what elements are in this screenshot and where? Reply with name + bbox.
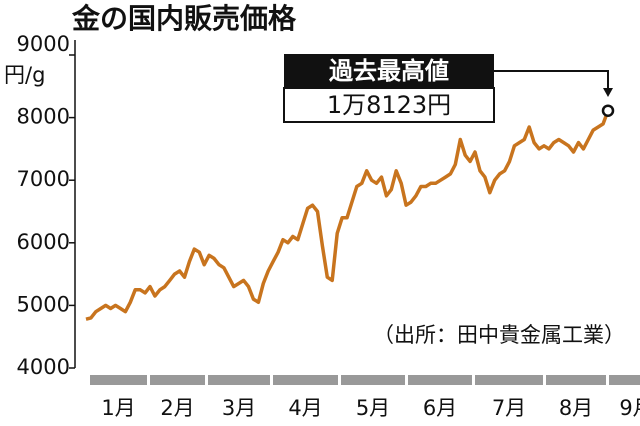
x-tick-label: 8月 [559,396,593,420]
y-tick-label: 6000 [17,230,70,254]
month-band [609,375,640,385]
month-band [150,375,205,385]
month-band [546,375,606,385]
y-tick-label: 5000 [17,292,70,316]
annotation-arrow [494,70,609,94]
source-note: （出所：田中貴金属工業） [373,323,625,347]
x-tick-label: 2月 [160,396,194,420]
x-tick-label: 9月 [619,396,640,420]
chart-title: 金の国内販売価格 [71,2,297,35]
y-tick-label: 9000 [17,32,70,56]
y-tick-label: 7000 [17,167,70,191]
price-line [85,110,610,321]
x-tick-label: 7月 [492,396,526,420]
month-band [273,375,338,385]
annotation-box [283,87,495,123]
annotation-text: 1万8123円 [327,91,451,119]
x-tick-label: 4月 [288,396,322,420]
annotation-box [284,54,494,88]
x-tick-label: 3月 [222,396,256,420]
annotation-arrowhead [603,88,613,97]
y-axis-unit: 円/g [4,63,45,87]
x-tick-label: 6月 [423,396,457,420]
month-band [341,375,405,385]
y-tick-label: 4000 [17,355,70,379]
y-tick-label: 8000 [17,105,70,129]
month-band [90,375,147,385]
x-tick-label: 1月 [101,396,135,420]
month-band [208,375,270,385]
month-band [408,375,472,385]
month-band [475,375,543,385]
record-marker [601,104,615,117]
annotation-title: 過去最高値 [329,57,449,85]
x-tick-label: 5月 [356,396,390,420]
